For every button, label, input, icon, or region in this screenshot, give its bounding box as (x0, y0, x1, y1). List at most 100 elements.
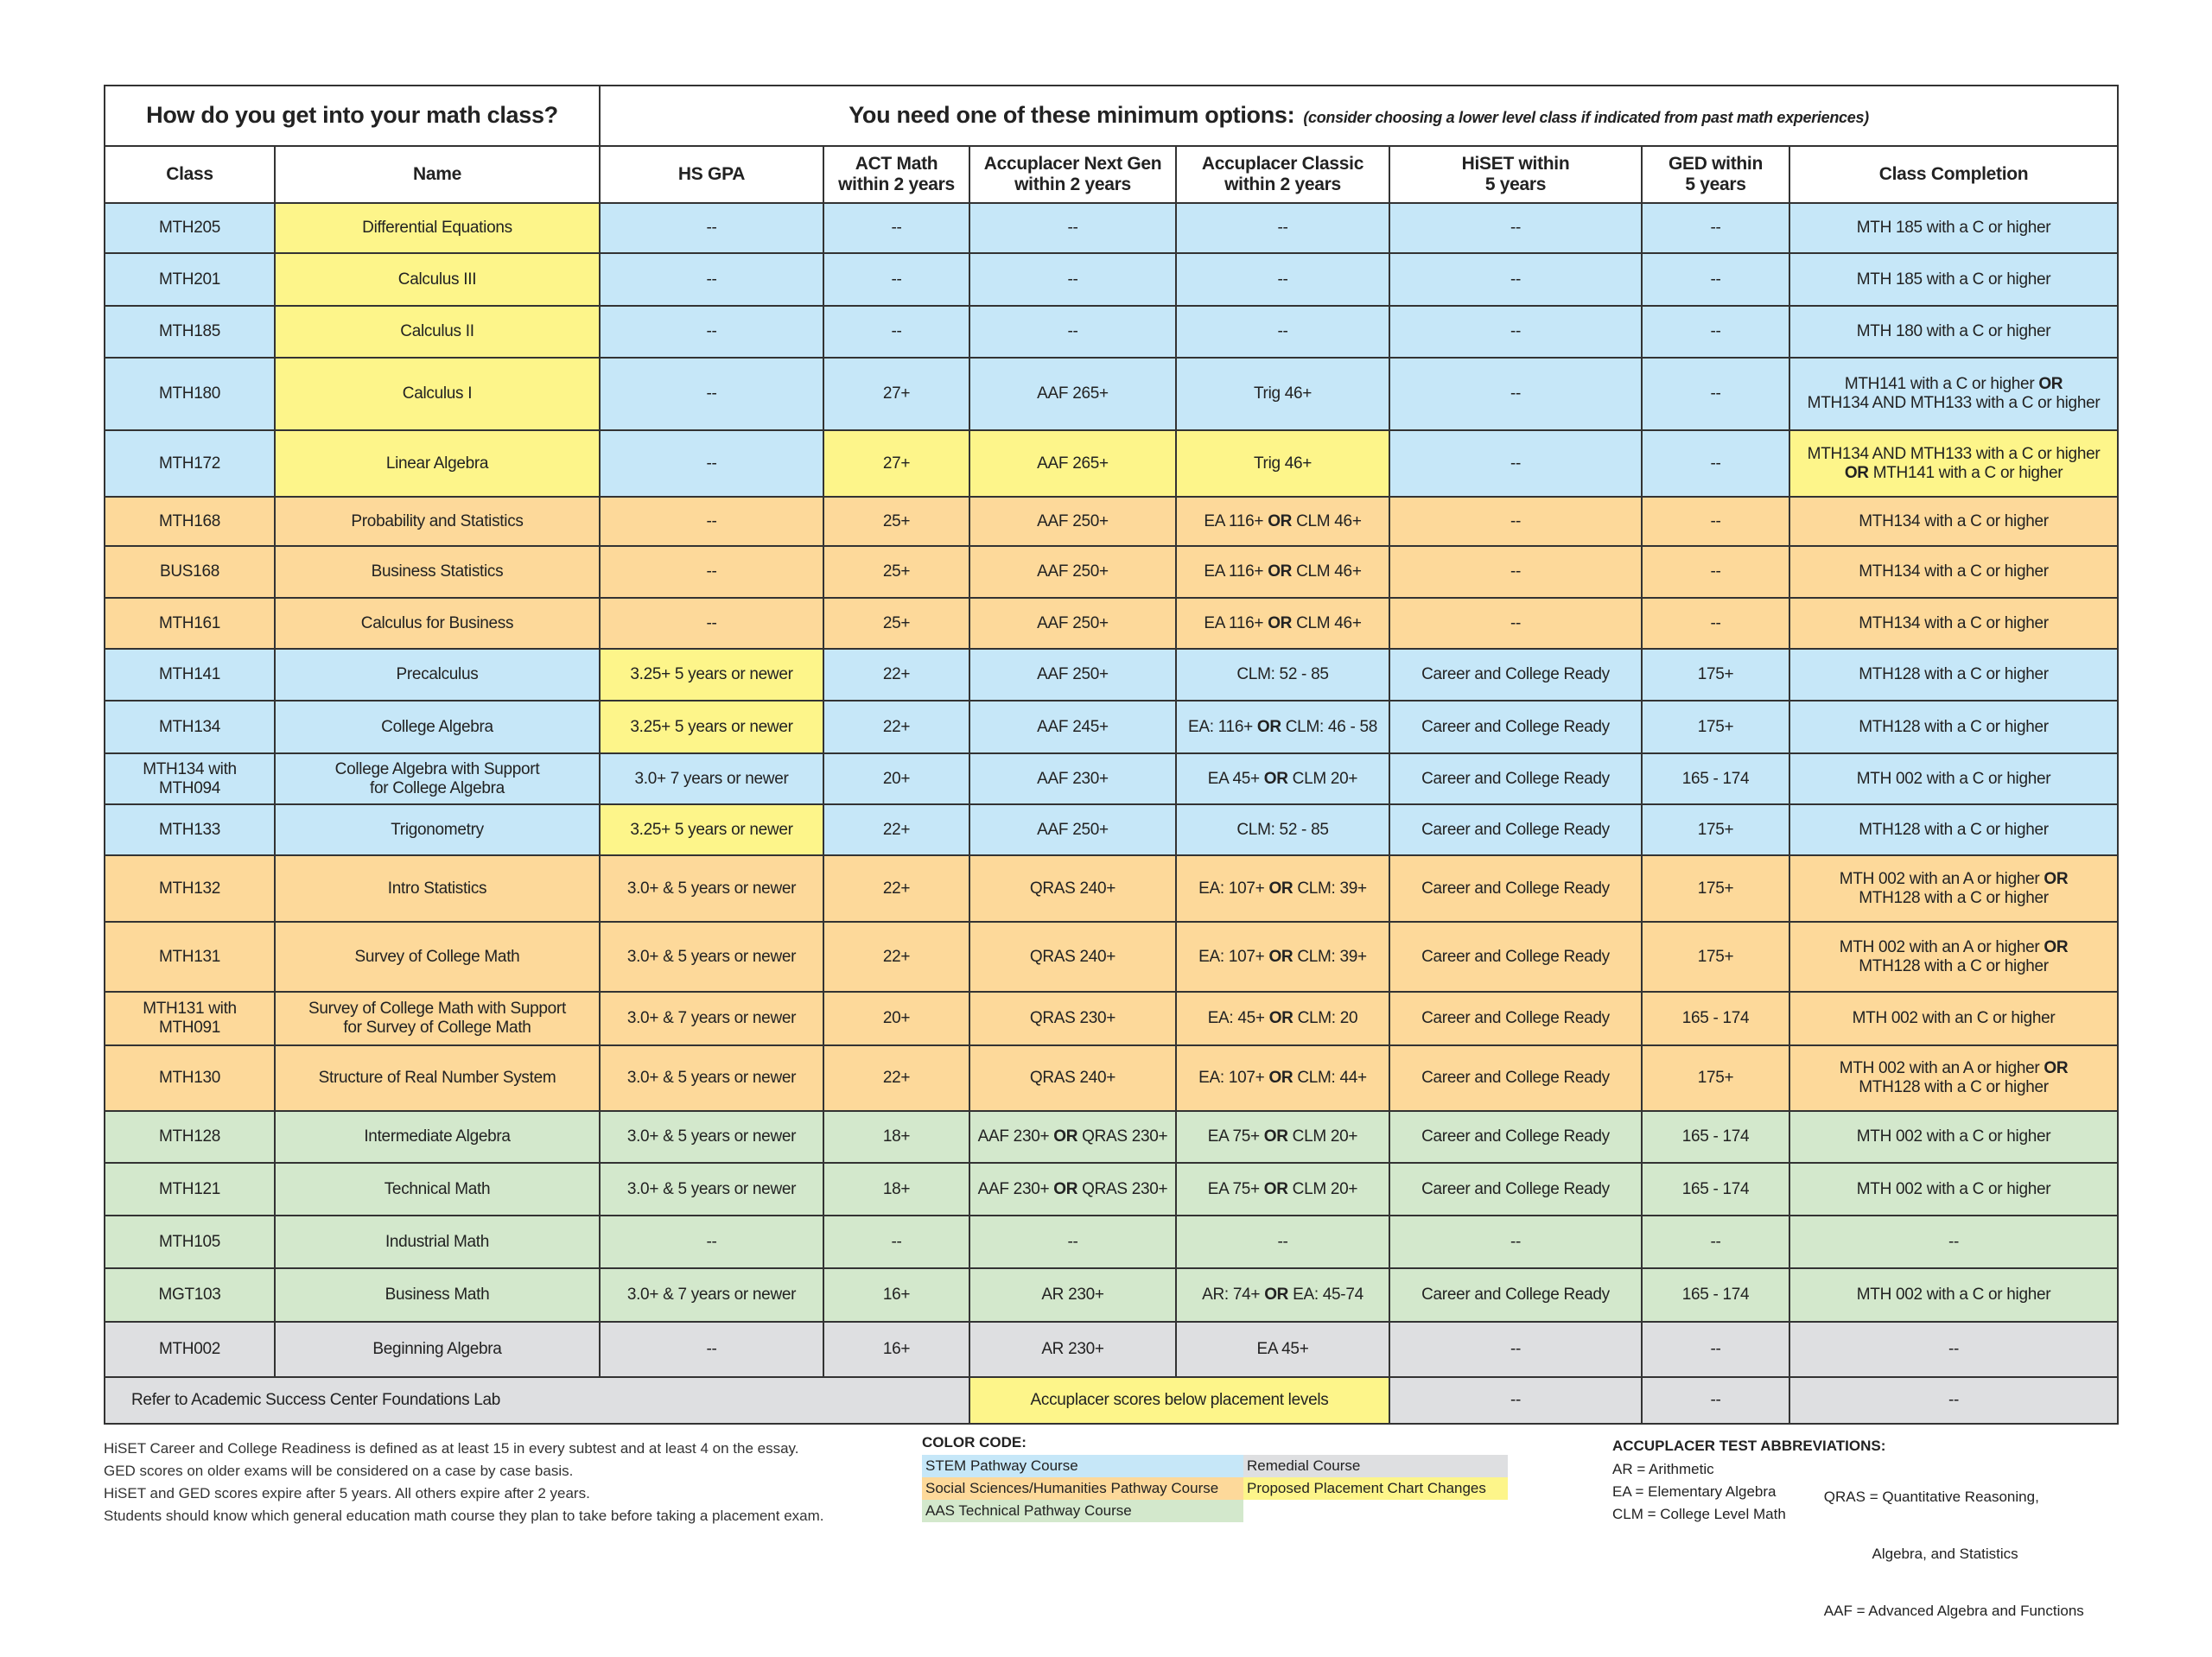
color-legend: COLOR CODE: STEM Pathway Course Remedial… (922, 1434, 1508, 1522)
cell-text: Beginning Algebra (372, 1340, 502, 1359)
cell-accuplacer-classic: AR: 74+ OR EA: 45-74 (1175, 1267, 1390, 1323)
cell-class: MTH131 (104, 921, 276, 993)
cell-text: MTH105 (158, 1232, 221, 1251)
cell-text: -- (1510, 454, 1522, 473)
cell-text: CLM: 52 - 85 (1236, 820, 1329, 839)
cell-name: Business Math (274, 1267, 601, 1323)
legend-social: Social Sciences/Humanities Pathway Cours… (922, 1477, 1243, 1500)
cell-hs-gpa: 3.0+ & 5 years or newer (599, 1110, 824, 1164)
cell-class: MTH205 (104, 202, 276, 254)
cell-text: AAF 250+ (1037, 820, 1109, 839)
cell-name: Calculus III (274, 252, 601, 307)
cell-text: 3.25+ 5 years or newer (630, 820, 793, 839)
cell-ged: -- (1641, 305, 1790, 359)
cell-accuplacer-classic: EA: 107+ OR CLM: 39+ (1175, 921, 1390, 993)
cell-accuplacer-classic: EA: 107+ OR CLM: 39+ (1175, 854, 1390, 923)
cell-text: AR 230+ (1041, 1286, 1104, 1305)
cell-class: MTH134 with MTH094 (104, 752, 276, 805)
cell-text: EA: 45+ (1207, 1009, 1269, 1028)
cell-text: -- (706, 270, 717, 289)
cell-class-completion: MTH 002 with a C or higher (1788, 752, 2120, 805)
cell-act-math: 22+ (823, 700, 970, 754)
cell-text: -- (706, 454, 717, 473)
cell-text: MTH131 (158, 947, 221, 966)
cell-class: MTH130 (104, 1044, 276, 1112)
cell-class: MTH133 (104, 803, 276, 856)
cell-text: CLM 20+ (1287, 1179, 1358, 1198)
cell-accuplacer-classic: EA 75+ OR CLM 20+ (1175, 1110, 1390, 1164)
cell-hiset: -- (1389, 1321, 1643, 1378)
right-title: You need one of these minimum options: (c… (598, 85, 2120, 147)
cell-accuplacer-classic: -- (1175, 252, 1390, 307)
cell-hiset: -- (1389, 252, 1643, 307)
cell-accuplacer-classic: EA 45+ OR CLM 20+ (1175, 752, 1390, 805)
column-header-act-math: ACT Math within 2 years (823, 145, 970, 204)
cell-text: 20+ (882, 769, 911, 788)
final-completion: -- (1788, 1376, 2120, 1425)
cell-text: 22+ (882, 717, 911, 736)
cell-ged: -- (1641, 1215, 1790, 1269)
cell-text: Business Math (385, 1286, 490, 1305)
cell-text: EA 75+ (1207, 1127, 1264, 1146)
cell-text: Differential Equations (362, 219, 512, 238)
cell-ged: 175+ (1641, 648, 1790, 702)
footnotes: HiSET Career and College Readiness is de… (104, 1438, 824, 1527)
cell-hs-gpa: 3.0+ 7 years or newer (599, 752, 824, 805)
cell-act-math: 22+ (823, 854, 970, 923)
cell-text: -- (1710, 219, 1721, 238)
table-row: MTH132 Intro Statistics 3.0+ & 5 years or … (104, 854, 2120, 923)
cell-name: Structure of Real Number System (274, 1044, 601, 1112)
cell-text: Career and College Ready (1421, 879, 1610, 898)
cell-class: MTH132 (104, 854, 276, 923)
cell-class-completion: MTH 002 with a C or higher (1788, 1110, 2120, 1164)
cell-accuplacer-classic: -- (1175, 202, 1390, 254)
cell-text: MTH130 (158, 1069, 221, 1088)
cell-act-math: 18+ (823, 1110, 970, 1164)
cell-act-math: 27+ (823, 429, 970, 498)
cell-text: 20+ (882, 1009, 911, 1028)
cell-text: -- (1510, 562, 1522, 581)
cell-text: MTH201 (158, 270, 221, 289)
cell-act-math: 27+ (823, 357, 970, 431)
cell-text: -- (1067, 219, 1078, 238)
cell-accuplacer-classic: EA: 45+ OR CLM: 20 (1175, 991, 1390, 1046)
cell-text: CLM: 39+ (1293, 879, 1367, 898)
cell-text: -- (1948, 1340, 1960, 1359)
cell-text: MTH134 with a C or higher (1859, 562, 2049, 581)
table-row: MTH168 Probability and Statistics -- 25+ AAF… (104, 496, 2120, 547)
cell-class: MTH002 (104, 1321, 276, 1378)
cell-hs-gpa: 3.0+ & 5 years or newer (599, 1162, 824, 1216)
cell-hiset: -- (1389, 1215, 1643, 1269)
cell-text: CLM 20+ (1287, 769, 1358, 788)
cell-text: MTH128 (158, 1127, 221, 1146)
cell-ged: 175+ (1641, 854, 1790, 923)
final-accuplacer: Accuplacer scores below placement levels (969, 1376, 1390, 1425)
cell-hiset: Career and College Ready (1389, 921, 1643, 993)
cell-text: -- (1067, 270, 1078, 289)
cell-text: CLM: 46 - 58 (1281, 717, 1378, 736)
cell-name: Probability and Statistics (274, 496, 601, 547)
cell-hiset: -- (1389, 357, 1643, 431)
cell-text: 18+ (882, 1179, 911, 1198)
cell-text: -- (1510, 511, 1522, 530)
cell-accuplacer-classic: EA: 107+ OR CLM: 44+ (1175, 1044, 1390, 1112)
final-hiset: -- (1389, 1376, 1643, 1425)
cell-act-math: -- (823, 305, 970, 359)
cell-hiset: Career and College Ready (1389, 648, 1643, 702)
column-header-name: Name (274, 145, 601, 204)
cell-text: MTH131 with MTH091 (143, 1000, 237, 1037)
cell-text: CLM: 52 - 85 (1236, 665, 1329, 684)
cell-ged: -- (1641, 429, 1790, 498)
cell-text: QRAS 240+ (1029, 879, 1116, 898)
table-row: MTH134 with MTH094 College Algebra with S… (104, 752, 2120, 805)
cell-text: EA 116+ (1204, 613, 1268, 632)
cell-name: Differential Equations (274, 202, 601, 254)
cell-hiset: Career and College Ready (1389, 1044, 1643, 1112)
cell-class-completion: MTH 185 with a C or higher (1788, 202, 2120, 254)
cell-class-completion: MTH 185 with a C or higher (1788, 252, 2120, 307)
cell-class: MTH172 (104, 429, 276, 498)
table-row: MTH002 Beginning Algebra -- 16+ AR 230+ EA 45… (104, 1321, 2120, 1378)
cell-text: 165 - 174 (1681, 1009, 1750, 1028)
cell-text: 18+ (882, 1127, 911, 1146)
cell-name: College Algebra (274, 700, 601, 754)
